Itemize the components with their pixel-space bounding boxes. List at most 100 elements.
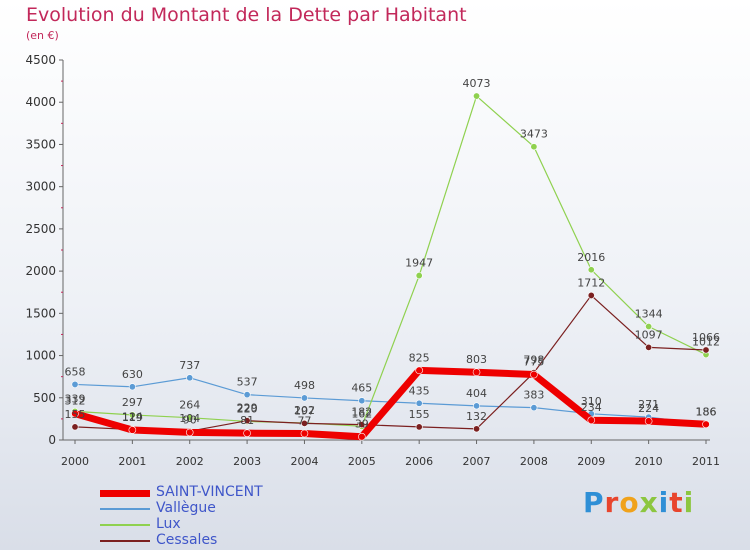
- data-point: [645, 323, 653, 331]
- data-point: [645, 343, 653, 351]
- logo-letter: r: [604, 486, 620, 519]
- data-label: 2016: [577, 251, 605, 264]
- legend-label: Lux: [156, 516, 181, 532]
- data-label: 132: [466, 410, 487, 423]
- data-point: [587, 291, 595, 299]
- legend-item: SAINT-VINCENT: [100, 484, 320, 502]
- y-tick-label: 4500: [25, 53, 56, 67]
- data-label: 404: [466, 387, 487, 400]
- data-point: [185, 428, 194, 437]
- data-point: [358, 432, 366, 441]
- data-point: [473, 92, 481, 100]
- x-tick-label: 2008: [520, 455, 548, 468]
- data-label: 803: [466, 353, 487, 366]
- y-tick-label: 1500: [25, 306, 56, 320]
- data-point: [243, 417, 251, 425]
- data-label: 435: [409, 384, 430, 397]
- legend-item: Lux: [100, 516, 320, 534]
- data-point: [358, 421, 366, 429]
- series-line: [74, 294, 707, 432]
- data-label: 4073: [463, 77, 491, 90]
- data-point: [186, 414, 194, 422]
- data-point: [71, 423, 79, 431]
- data-point: [415, 366, 423, 375]
- data-label: 537: [237, 376, 258, 389]
- logo-letter: P: [583, 486, 605, 519]
- legend-swatch: [100, 524, 150, 526]
- logo-letter: t: [669, 486, 684, 519]
- y-tick-label: 500: [33, 391, 56, 405]
- data-point: [644, 417, 653, 425]
- x-tick-label: 2002: [176, 455, 204, 468]
- data-label: 465: [351, 382, 372, 395]
- data-label: 297: [122, 396, 143, 409]
- data-label: 182: [351, 406, 372, 419]
- x-tick-label: 2001: [118, 455, 146, 468]
- data-label: 90: [183, 413, 197, 426]
- data-point: [473, 402, 481, 410]
- data-label: 155: [409, 408, 430, 421]
- series-line: [71, 366, 710, 441]
- data-label: 798: [523, 354, 544, 367]
- x-tick-label: 2000: [61, 455, 89, 468]
- logo-letter: i: [683, 486, 695, 519]
- data-point: [530, 143, 538, 151]
- proxiti-logo: Proxiti: [583, 486, 694, 519]
- series-line: [74, 95, 707, 427]
- data-point: [71, 380, 79, 388]
- data-point: [415, 423, 423, 431]
- data-label: 202: [294, 404, 315, 417]
- data-point: [128, 411, 136, 419]
- data-label: 197: [294, 404, 315, 417]
- data-point: [128, 426, 137, 434]
- logo-letter: x: [639, 486, 659, 519]
- data-label: 162: [351, 407, 372, 420]
- data-label: 1947: [405, 257, 433, 270]
- data-point: [530, 370, 538, 379]
- x-tick-label: 2005: [348, 455, 376, 468]
- data-label: 229: [237, 402, 258, 415]
- data-label: 498: [294, 379, 315, 392]
- data-label: 825: [409, 351, 430, 364]
- data-point: [71, 409, 79, 418]
- data-point: [530, 404, 538, 412]
- x-tick-label: 2004: [290, 455, 318, 468]
- y-tick-label: 2000: [25, 264, 56, 278]
- legend-item: Vallègue: [100, 500, 320, 518]
- x-tick-label: 2003: [233, 455, 261, 468]
- data-point: [300, 429, 309, 438]
- data-label: 186: [696, 405, 717, 418]
- legend-label: Cessales: [156, 532, 218, 548]
- legend-item: Cessales: [100, 532, 320, 550]
- y-tick-label: 3000: [25, 180, 56, 194]
- data-point: [300, 394, 308, 402]
- data-point: [702, 346, 710, 354]
- y-tick-label: 4000: [25, 95, 56, 109]
- data-point: [243, 391, 251, 399]
- data-label: 1012: [692, 336, 720, 349]
- data-label: 1066: [692, 331, 720, 344]
- data-point: [128, 383, 136, 391]
- data-label: 104: [179, 412, 200, 425]
- data-label: 3473: [520, 128, 548, 141]
- legend-swatch: [100, 508, 150, 510]
- data-point: [186, 374, 194, 382]
- data-label: 77: [297, 414, 311, 427]
- x-tick-label: 2011: [692, 455, 720, 468]
- data-point: [415, 272, 423, 280]
- data-label: 155: [65, 408, 86, 421]
- data-label: 39: [355, 418, 369, 431]
- y-tick-label: 0: [48, 433, 56, 447]
- data-label: 224: [638, 402, 659, 415]
- y-tick-label: 1000: [25, 349, 56, 363]
- data-label: 119: [122, 411, 143, 424]
- data-point: [358, 397, 366, 405]
- x-tick-label: 2007: [463, 455, 491, 468]
- chart-title: Evolution du Montant de la Dette par Hab…: [26, 4, 467, 26]
- data-label: 234: [581, 401, 602, 414]
- data-label: 1097: [635, 328, 663, 341]
- data-point: [300, 419, 308, 427]
- legend-label: Vallègue: [156, 500, 216, 516]
- data-label: 312: [65, 395, 86, 408]
